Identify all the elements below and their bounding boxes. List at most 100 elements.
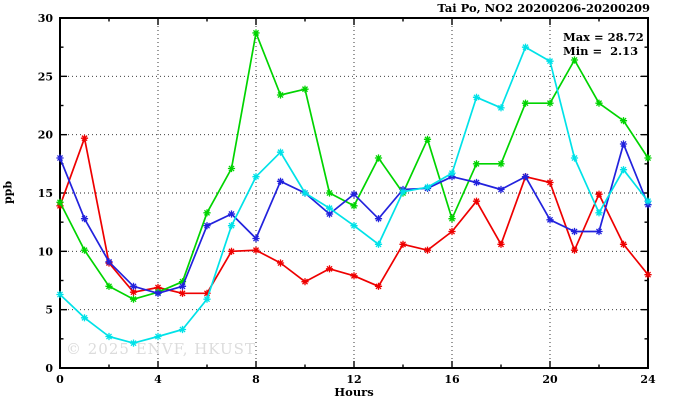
series-cyan-marker	[619, 166, 628, 174]
y-tick-label: 30	[38, 12, 54, 25]
series-red-marker	[546, 178, 554, 187]
series-blue-marker	[276, 177, 285, 185]
series-green-marker	[497, 160, 505, 168]
series-red-marker	[619, 240, 628, 248]
series-blue-marker	[154, 289, 162, 297]
series-cyan-marker	[595, 209, 603, 217]
series-blue-marker	[56, 154, 64, 162]
series-red-marker	[472, 197, 481, 205]
series-red-marker	[129, 288, 138, 296]
series-green-marker	[546, 99, 554, 107]
series-blue-marker	[472, 178, 481, 187]
series-blue-marker	[619, 140, 628, 148]
series-blue-marker	[80, 215, 89, 223]
x-tick-label: 24	[640, 373, 656, 386]
series-cyan-marker	[423, 183, 432, 191]
series-blue-marker	[374, 215, 383, 223]
min-value-label: Min = 2.13	[563, 44, 639, 58]
series-cyan-marker	[301, 189, 309, 197]
chart-title: Tai Po, NO2 20200206-20200209	[437, 1, 650, 15]
series-red-marker	[154, 283, 162, 292]
series-blue-marker	[105, 258, 113, 266]
max-value-label: Max = 28.72	[563, 30, 644, 44]
series-green-marker	[276, 91, 285, 99]
series-red-marker	[252, 246, 260, 254]
series-green-marker	[595, 99, 603, 107]
series-cyan-marker	[546, 57, 554, 65]
series-green-marker	[350, 202, 358, 210]
max-min-annotation: Max = 28.72 Min = 2.13	[563, 30, 644, 58]
series-cyan-marker	[178, 325, 187, 334]
series-cyan-marker	[227, 222, 236, 230]
series-blue-marker	[497, 185, 505, 194]
series-red-marker	[374, 282, 383, 290]
series-cyan-marker	[472, 93, 481, 101]
series-red-marker	[178, 289, 187, 297]
series-green-marker	[644, 154, 652, 162]
series-green-marker	[301, 85, 309, 93]
series-red-marker	[595, 190, 603, 198]
series-green-marker	[203, 209, 211, 217]
series-green-marker	[129, 295, 138, 303]
series-blue-marker	[350, 190, 358, 198]
series-green-marker	[448, 215, 456, 223]
series-cyan-marker	[129, 339, 138, 347]
series-red-marker	[350, 272, 358, 280]
series-blue-marker	[178, 282, 187, 290]
series-green-marker	[521, 99, 530, 107]
x-tick-label: 0	[56, 373, 64, 386]
y-tick-label: 20	[38, 129, 54, 142]
series-blue-marker	[227, 210, 236, 218]
series-green-marker	[56, 198, 64, 206]
series-blue-marker	[595, 227, 603, 236]
series-blue-marker	[252, 234, 260, 243]
series-blue-marker	[521, 173, 530, 181]
series-red-marker	[203, 289, 211, 297]
series-red-marker	[644, 271, 652, 279]
series-cyan-marker	[521, 43, 530, 51]
series-green-marker	[178, 278, 187, 286]
series-cyan-marker	[374, 240, 383, 248]
series-cyan-marker	[497, 104, 505, 112]
series-green-marker	[105, 282, 113, 290]
series-cyan-marker	[644, 197, 652, 205]
y-tick-label: 5	[45, 304, 53, 317]
series-cyan-marker	[252, 173, 260, 181]
series-blue-marker	[325, 210, 334, 218]
series-red-marker	[276, 259, 285, 267]
series-green-marker	[325, 189, 334, 197]
series-red-marker	[80, 134, 89, 142]
watermark: © 2025 ENVF, HKUST	[66, 340, 256, 358]
series-cyan-marker	[154, 332, 162, 341]
series-cyan-marker	[399, 188, 407, 196]
series-cyan-marker	[570, 154, 579, 162]
y-tick-label: 0	[45, 362, 53, 375]
x-tick-label: 16	[444, 373, 460, 386]
series-cyan-marker	[105, 332, 113, 341]
y-tick-label: 25	[38, 70, 53, 83]
series-green-marker	[472, 160, 481, 168]
series-green-marker	[423, 135, 432, 143]
series-green-marker	[570, 56, 579, 64]
series-blue-marker	[570, 227, 579, 236]
y-tick-label: 15	[38, 187, 53, 200]
series-green-marker	[619, 117, 628, 125]
series-cyan-marker	[325, 204, 334, 212]
series-cyan-marker	[350, 222, 358, 230]
series-blue-marker	[129, 282, 138, 290]
series-cyan-marker	[80, 314, 89, 322]
series-cyan-marker	[56, 290, 64, 299]
series-cyan-marker	[203, 295, 211, 303]
series-red-marker	[570, 246, 579, 254]
series-red-marker	[423, 246, 432, 254]
series-green-marker	[80, 246, 89, 254]
x-tick-label: 8	[252, 373, 260, 386]
series-cyan-marker	[276, 148, 285, 156]
series-red-marker	[301, 278, 309, 286]
series-green-marker	[374, 154, 383, 162]
series-red-marker	[497, 240, 505, 248]
series-green-marker	[227, 164, 236, 173]
x-tick-label: 20	[542, 373, 558, 386]
series-red-marker	[399, 240, 407, 248]
